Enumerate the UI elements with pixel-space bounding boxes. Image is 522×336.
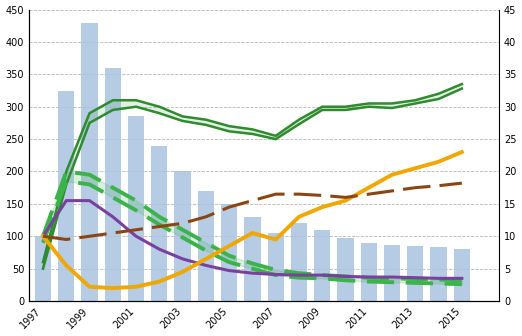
Bar [431, 247, 447, 301]
Bar [407, 246, 423, 301]
Bar [244, 217, 260, 301]
Bar [291, 223, 307, 301]
Bar [35, 236, 51, 301]
Bar [151, 145, 168, 301]
Bar [174, 171, 191, 301]
Bar [314, 230, 330, 301]
Bar [81, 23, 98, 301]
Bar [384, 245, 400, 301]
Bar [221, 204, 238, 301]
Bar [105, 68, 121, 301]
Bar [198, 191, 214, 301]
Bar [337, 238, 353, 301]
Bar [58, 90, 75, 301]
Bar [361, 243, 377, 301]
Bar [454, 249, 470, 301]
Bar [128, 116, 144, 301]
Bar [268, 233, 284, 301]
